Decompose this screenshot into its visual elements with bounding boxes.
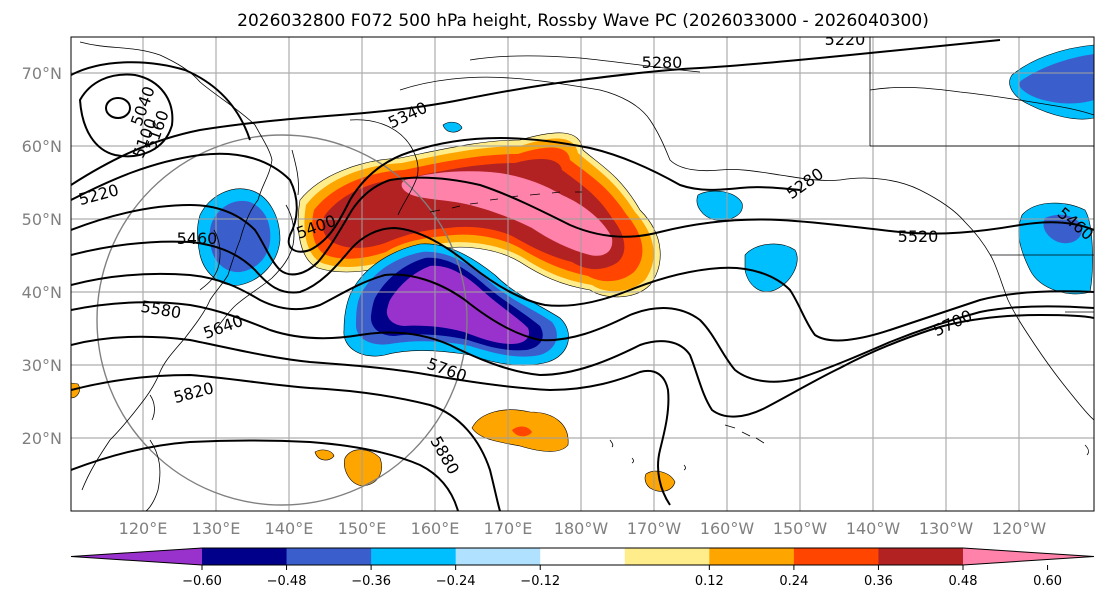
colorbar-tick-label: 0.48 — [949, 574, 978, 589]
lat-label: 60°N — [22, 137, 62, 156]
contour-label: 5280 — [642, 53, 683, 72]
lon-label: 170°W — [627, 519, 682, 538]
colorbar-tick-label: 0.60 — [1033, 574, 1062, 589]
lon-label: 150°W — [773, 519, 828, 538]
lon-label: 130°W — [919, 519, 974, 538]
lon-label: 160°W — [700, 519, 755, 538]
colorbar-segment — [371, 548, 457, 565]
contour-label: 5220 — [825, 30, 866, 49]
lon-label: 130°E — [192, 519, 241, 538]
colorbar-segment — [455, 548, 541, 565]
coastlines — [79, 37, 1094, 511]
graticule — [71, 37, 1094, 511]
positive-anomaly-small-2 — [314, 449, 335, 461]
map-title: 2026032800 F072 500 hPa height, Rossby W… — [237, 11, 929, 31]
height-contours — [71, 39, 1094, 511]
negative-anomaly-alaska — [696, 190, 743, 221]
negative-anomaly-small-bering — [442, 121, 463, 133]
negative-anomaly-canada-inner — [1019, 54, 1094, 104]
contour-label: 5460 — [177, 229, 218, 248]
colorbar: −0.60 −0.48 −0.36 −0.24 −0.12 0.12 0.24 0.36 0.4… — [70, 547, 1095, 589]
colorbar-tick-label: 0.12 — [695, 574, 724, 589]
colorbar-segment — [963, 548, 1094, 565]
lat-label: 30°N — [22, 356, 62, 375]
lat-label: 40°N — [22, 283, 62, 302]
colorbar-tick-label: −0.36 — [351, 574, 391, 589]
colorbar-segment — [202, 548, 288, 565]
colorbar-segment — [71, 548, 202, 565]
lat-label: 20°N — [22, 429, 62, 448]
negative-anomaly-gulf — [744, 243, 798, 292]
latitude-labels: 70°N 60°N 50°N 40°N 30°N 20°N — [22, 64, 62, 448]
colorbar-segment — [540, 548, 626, 565]
colorbar-tick-label: −0.48 — [267, 574, 307, 589]
negative-anomaly-purple — [386, 265, 530, 344]
lon-label: 170°E — [484, 519, 533, 538]
colorbar-segment — [878, 548, 964, 565]
lat-label: 50°N — [22, 210, 62, 229]
positive-anomaly-hawaii-west-inner — [512, 426, 532, 437]
lon-label: 140°W — [846, 519, 901, 538]
shaded-anomalies — [71, 44, 1094, 492]
lon-label: 160°E — [411, 519, 460, 538]
colorbar-tick-label: −0.24 — [436, 574, 476, 589]
lon-label: 140°E — [265, 519, 314, 538]
positive-anomaly-darkred — [322, 158, 625, 270]
lon-label: 150°E — [338, 519, 387, 538]
lon-label: 120°E — [119, 519, 168, 538]
reference-circle — [96, 134, 468, 506]
positive-anomaly-pink — [401, 171, 613, 256]
lon-label: 120°W — [992, 519, 1047, 538]
colorbar-tick-label: 0.36 — [864, 574, 893, 589]
colorbar-segment — [624, 548, 710, 565]
colorbar-tick-label: −0.12 — [520, 574, 560, 589]
lat-label: 70°N — [22, 64, 62, 83]
lon-label: 180°W — [554, 519, 609, 538]
map-frame — [70, 36, 1095, 512]
contour-label: 5520 — [898, 227, 939, 246]
colorbar-tick-label: 0.24 — [779, 574, 808, 589]
colorbar-segment — [793, 548, 879, 565]
colorbar-segment — [709, 548, 795, 565]
colorbar-segment — [286, 548, 372, 565]
colorbar-tick-label: −0.60 — [182, 574, 222, 589]
longitude-labels: 120°E 130°E 140°E 150°E 160°E 170°E 180°… — [119, 519, 1047, 538]
